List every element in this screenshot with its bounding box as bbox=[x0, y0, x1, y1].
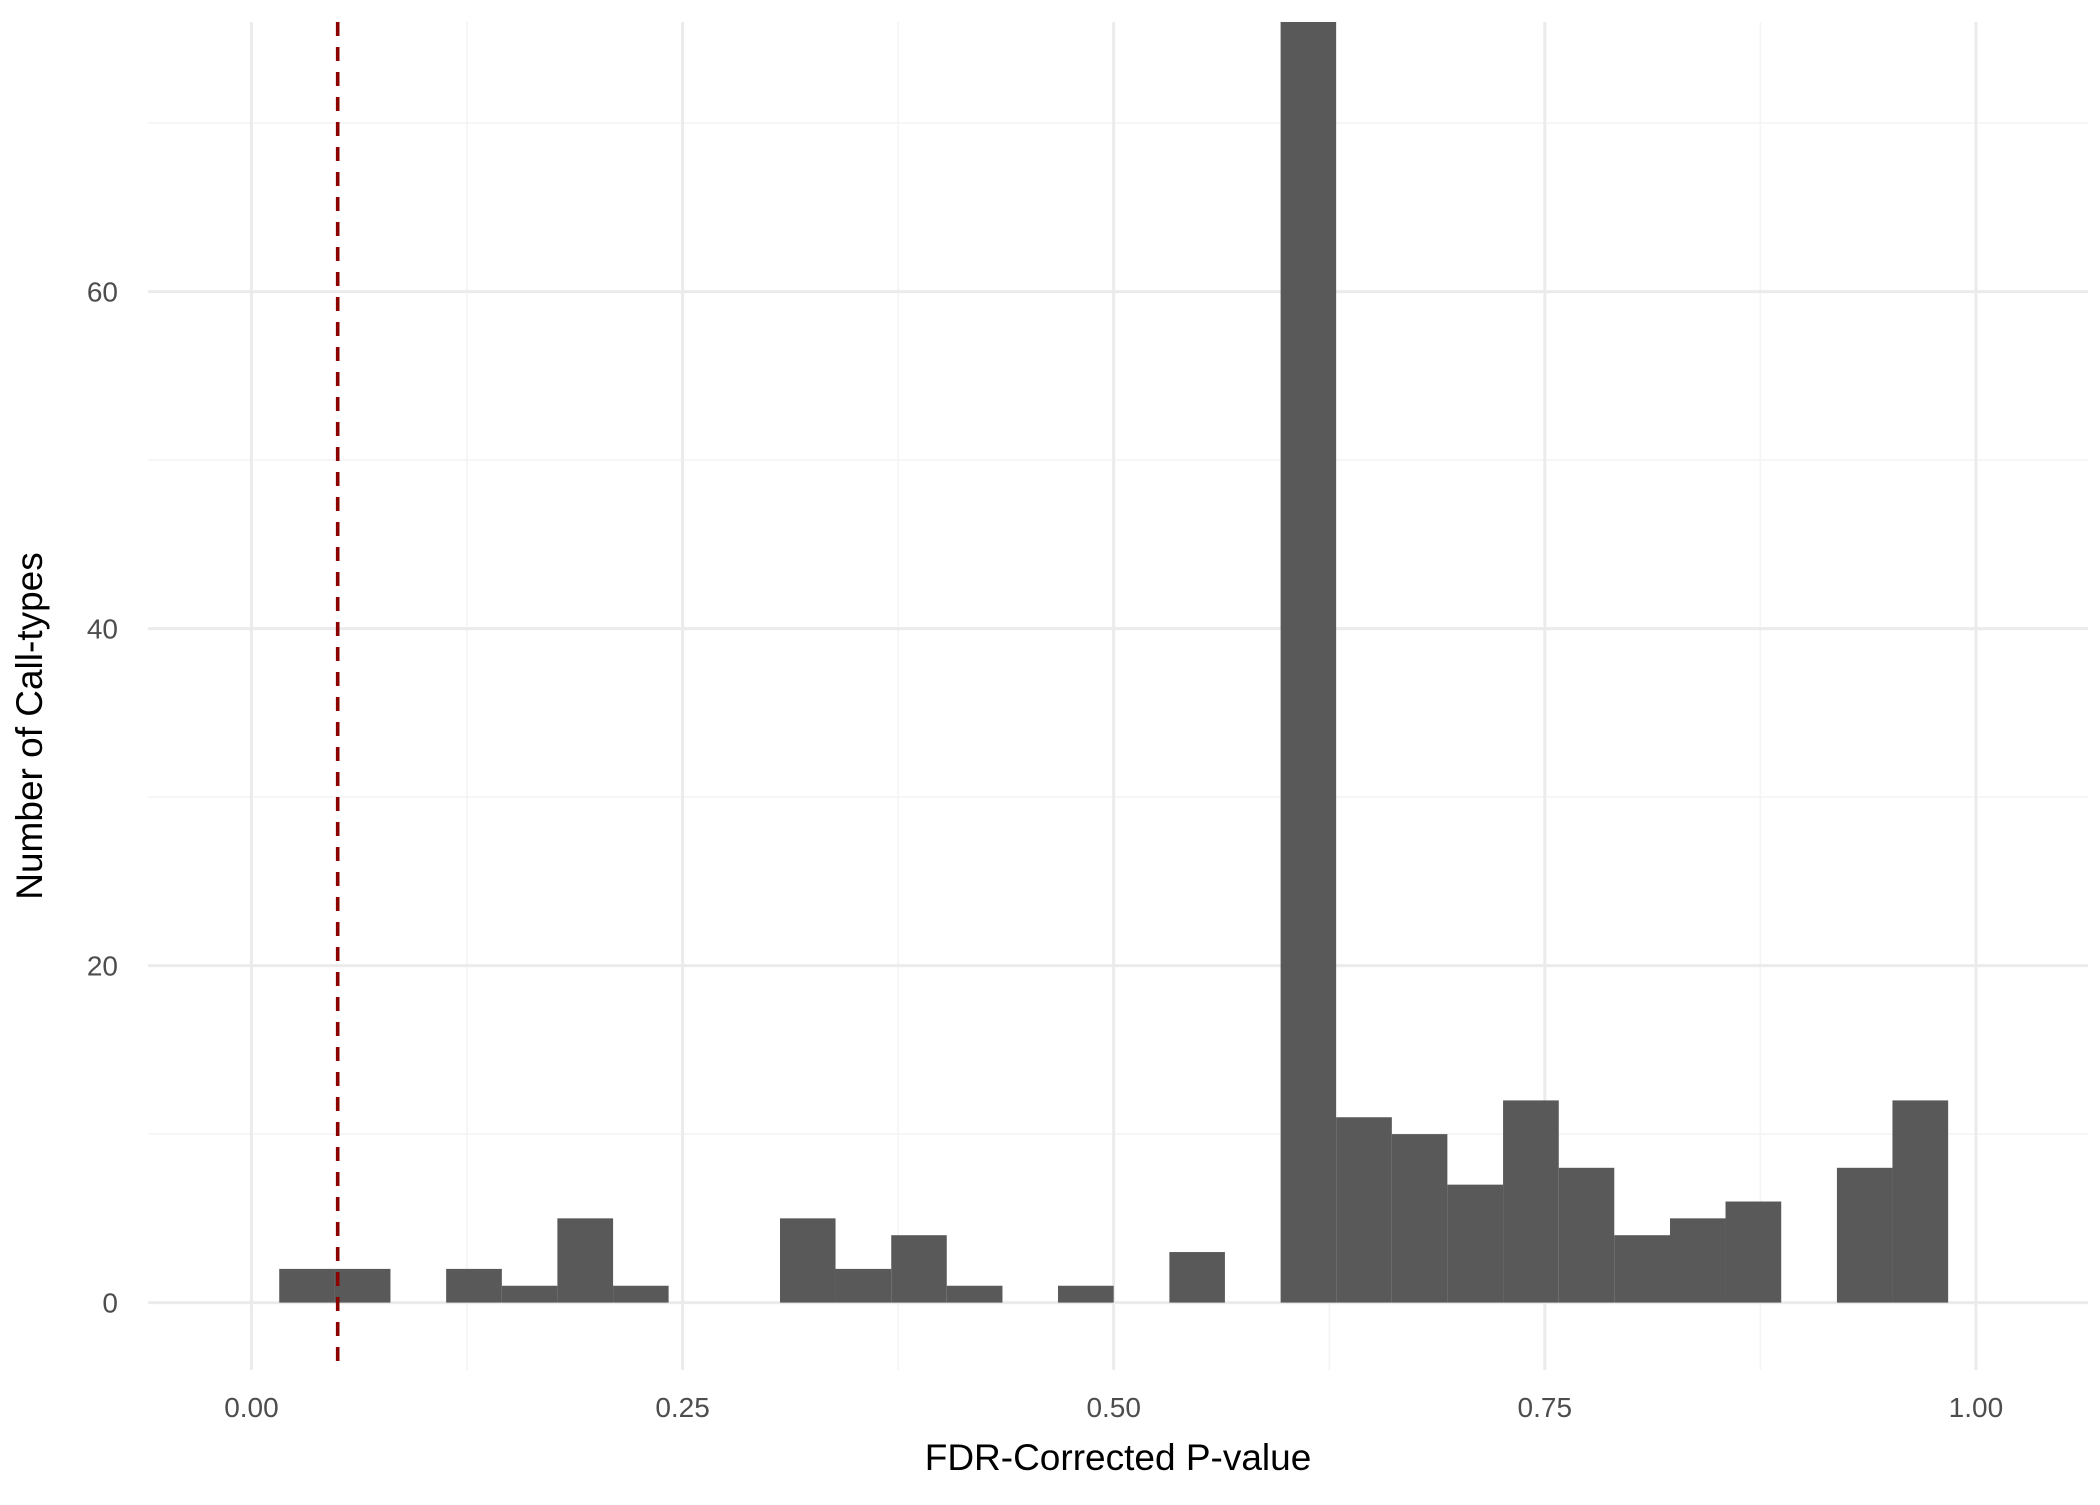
histogram-bar bbox=[501, 1285, 558, 1303]
bar-layer bbox=[279, 22, 1949, 1303]
histogram-bar bbox=[1391, 1134, 1448, 1303]
y-tick-label: 20 bbox=[87, 951, 118, 982]
histogram-bar bbox=[1447, 1184, 1504, 1303]
x-tick-label: 1.00 bbox=[1949, 1392, 2004, 1423]
x-tick-label: 0.75 bbox=[1518, 1392, 1573, 1423]
histogram-bar bbox=[1169, 1252, 1225, 1303]
histogram-bar bbox=[446, 1268, 502, 1303]
x-tick-label: 0.25 bbox=[655, 1392, 710, 1423]
histogram-bar bbox=[613, 1285, 669, 1303]
histogram-bar bbox=[557, 1218, 614, 1303]
histogram-bar bbox=[1892, 1100, 1949, 1303]
grid-layer bbox=[148, 22, 2088, 1370]
histogram-bar bbox=[1669, 1218, 1726, 1303]
histogram-bar bbox=[334, 1268, 391, 1303]
histogram-bar bbox=[946, 1285, 1003, 1303]
histogram-bar bbox=[1614, 1235, 1670, 1303]
histogram-bar bbox=[1336, 1117, 1392, 1303]
histogram-bar bbox=[1503, 1100, 1559, 1303]
histogram-bar bbox=[1057, 1285, 1114, 1303]
histogram-bar bbox=[1836, 1167, 1893, 1303]
y-tick-label: 40 bbox=[87, 614, 118, 645]
histogram-bar bbox=[1725, 1201, 1782, 1303]
histogram-bar bbox=[835, 1268, 892, 1303]
y-tick-label: 60 bbox=[87, 277, 118, 308]
histogram-bar bbox=[279, 1268, 335, 1303]
y-tick-label: 0 bbox=[102, 1288, 118, 1319]
histogram-bar bbox=[780, 1218, 836, 1303]
x-tick-label: 0.00 bbox=[224, 1392, 279, 1423]
x-axis-title: FDR-Corrected P-value bbox=[925, 1437, 1312, 1478]
histogram-bar bbox=[891, 1235, 947, 1303]
histogram-bar bbox=[1280, 22, 1337, 1303]
tick-label-layer: 0.00 0.25 0.50 0.75 1.00 0 20 40 60 bbox=[87, 277, 2003, 1423]
y-axis-title: Number of Call-types bbox=[9, 552, 50, 900]
x-tick-label: 0.50 bbox=[1086, 1392, 1141, 1423]
histogram-bar bbox=[1558, 1167, 1615, 1303]
